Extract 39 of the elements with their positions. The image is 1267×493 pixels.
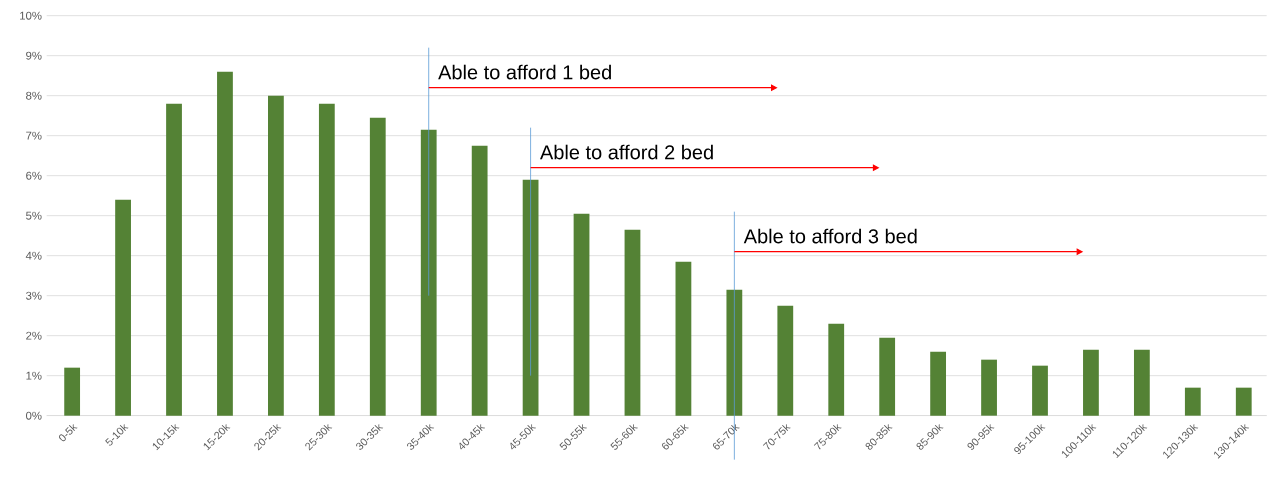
y-tick-label: 0% xyxy=(26,411,42,420)
bar xyxy=(64,367,81,416)
y-tick-label: 5% xyxy=(26,211,42,220)
bar xyxy=(268,95,284,416)
y-tick-label: 6% xyxy=(26,171,42,180)
bar xyxy=(471,145,488,416)
bar xyxy=(420,129,437,416)
bar xyxy=(1133,349,1150,416)
bar xyxy=(981,359,997,416)
bar xyxy=(1184,387,1201,416)
bar xyxy=(828,323,845,416)
y-tick-label: 7% xyxy=(26,131,42,140)
y-tick-label: 2% xyxy=(26,331,42,340)
ref-line-label: Able to afford 3 bed xyxy=(743,228,917,244)
y-tick-label: 4% xyxy=(25,251,42,260)
y-tick-label: 10% xyxy=(20,11,42,20)
y-tick-label: 9% xyxy=(26,51,42,60)
bar xyxy=(624,229,641,416)
bar xyxy=(1083,349,1099,416)
y-tick-label: 1% xyxy=(26,371,42,380)
bar xyxy=(726,289,743,416)
bar xyxy=(777,305,794,416)
bar xyxy=(1235,387,1252,416)
bar xyxy=(318,103,335,416)
ref-line-label: Able to afford 2 bed xyxy=(540,144,713,160)
x-tick-label: 0-5k xyxy=(59,423,78,442)
y-tick-label: 3% xyxy=(26,291,42,300)
bar xyxy=(115,199,131,416)
bar xyxy=(166,103,182,416)
ref-line-label: Able to afford 1 bed xyxy=(438,64,611,80)
bar xyxy=(369,117,386,416)
bar xyxy=(930,351,947,416)
bar xyxy=(573,213,590,416)
y-tick-label: 8% xyxy=(26,91,42,100)
bar xyxy=(1032,365,1048,416)
bar xyxy=(675,261,692,416)
bar xyxy=(879,337,896,416)
bar xyxy=(522,179,539,416)
bar xyxy=(217,71,233,416)
